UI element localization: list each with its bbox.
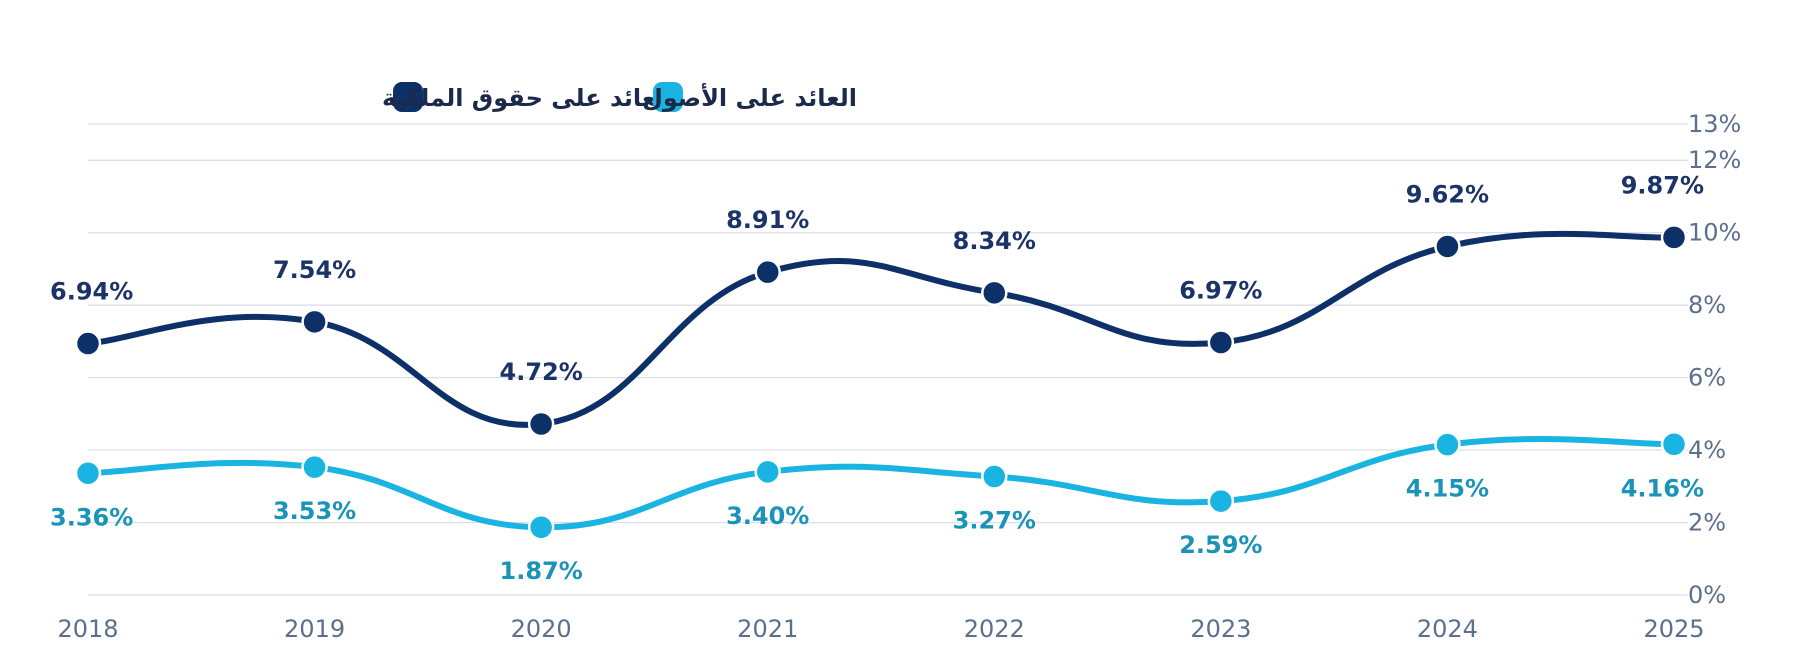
legend-item-roa: العائد على الأصول	[642, 82, 857, 112]
data-point-roe	[1660, 224, 1688, 251]
data-point-roa	[754, 458, 781, 486]
data-label-roe: 6.97%	[1179, 276, 1262, 304]
x-tick-label: 2019	[284, 615, 345, 643]
data-label-roe: 9.87%	[1621, 171, 1704, 199]
data-label-roa: 4.15%	[1406, 475, 1489, 503]
data-label-roa: 3.53%	[273, 497, 356, 525]
grid-lines	[88, 123, 1688, 596]
data-point-roa	[527, 513, 555, 541]
y-tick-label: 12%	[1688, 146, 1741, 174]
data-label-roe: 6.94%	[50, 278, 133, 306]
y-tick-label: 13%	[1688, 110, 1741, 138]
data-label-roa: 2.59%	[1179, 531, 1262, 559]
data-label-roe: 8.91%	[726, 206, 809, 234]
series-line-roe	[85, 230, 1677, 428]
legend: العائد على حقوق الملكية العائد على الأصو…	[382, 82, 857, 112]
y-tick-label: 10%	[1688, 219, 1741, 247]
data-point-roe	[1207, 329, 1235, 356]
x-tick-label: 2025	[1643, 615, 1704, 643]
data-label-roa: 1.87%	[500, 557, 583, 585]
x-tick-label: 2018	[57, 615, 118, 643]
x-tick-label: 2020	[511, 615, 572, 643]
data-label-roa: 4.16%	[1621, 474, 1704, 502]
data-point-roa	[1660, 431, 1688, 458]
data-label-roe: 8.34%	[953, 227, 1036, 255]
data-labels: 3.36% 3.53% 1.87% 3.40% 3.27% 2.59% 4.15% 4.16%…	[50, 171, 1704, 585]
y-axis-ticks: 0% 2% 4% 6% 8% 10% 12% 13%	[1688, 110, 1741, 609]
data-label-roa: 3.36%	[50, 503, 133, 531]
data-label-roe: 7.54%	[273, 256, 356, 284]
x-tick-label: 2024	[1417, 615, 1478, 643]
y-tick-label: 2%	[1688, 509, 1726, 537]
y-tick-label: 6%	[1688, 364, 1726, 392]
legend-label-roa: العائد على الأصول	[642, 83, 857, 112]
series-layer	[74, 224, 1688, 541]
legend-swatch-roa	[653, 82, 683, 112]
data-label-roa: 3.27%	[953, 507, 1036, 535]
data-point-roe	[1434, 233, 1461, 260]
data-point-roe	[527, 410, 555, 438]
y-tick-label: 8%	[1688, 291, 1726, 319]
y-tick-label: 0%	[1688, 581, 1726, 609]
data-label-roe: 9.62%	[1406, 180, 1489, 208]
data-point-roa	[1207, 487, 1235, 515]
data-point-roa	[74, 460, 102, 487]
series-line-roa	[85, 436, 1677, 531]
legend-swatch-roe	[393, 82, 423, 112]
x-axis-ticks: 2018 2019 2020 2021 2022 2023 2024 2025	[57, 615, 1704, 643]
data-point-roe	[981, 279, 1008, 307]
legend-label-roe: العائد على حقوق الملكية	[382, 84, 673, 112]
x-tick-label: 2023	[1190, 615, 1251, 643]
data-point-roa	[301, 453, 328, 481]
data-point-roe	[754, 258, 781, 286]
data-label-roe: 4.72%	[500, 358, 583, 386]
data-point-roe	[301, 308, 328, 336]
data-point-roe	[74, 330, 102, 357]
legend-item-roe: العائد على حقوق الملكية	[382, 82, 673, 112]
x-tick-label: 2021	[737, 615, 798, 643]
data-label-roa: 3.40%	[726, 502, 809, 530]
y-tick-label: 4%	[1688, 436, 1726, 464]
data-point-roa	[981, 463, 1008, 490]
data-point-roa	[1434, 431, 1461, 458]
x-tick-label: 2022	[964, 615, 1025, 643]
